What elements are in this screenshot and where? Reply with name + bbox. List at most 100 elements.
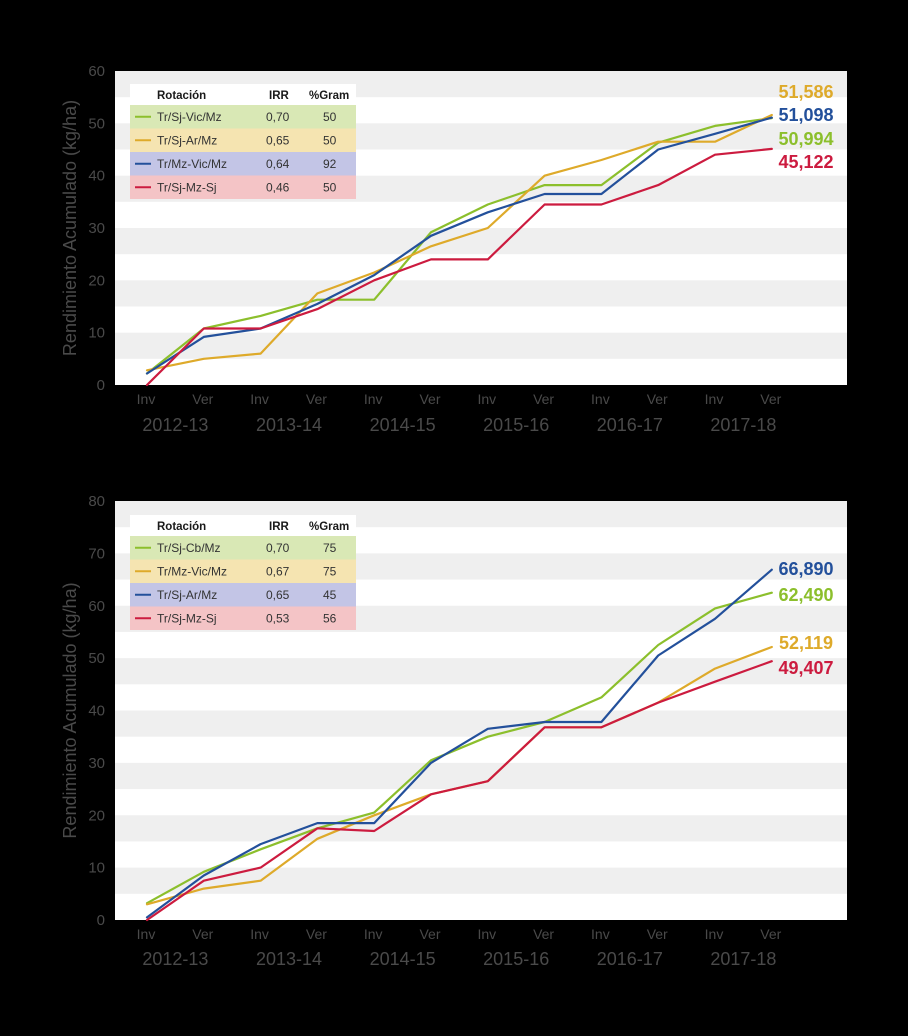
legend-gram-value: 75 — [323, 565, 337, 579]
x-tick-label: Ver — [306, 926, 327, 942]
legend-row-bg — [130, 105, 356, 129]
series-line-Tr-Sj-Cb-Mz — [145, 591, 773, 905]
x-tick-label: Ver — [760, 926, 781, 942]
legend-gram-value: 92 — [323, 157, 337, 171]
y-tick-label: 20 — [88, 807, 105, 824]
series-line-Tr-Mz-Vic-Mz — [145, 116, 773, 375]
legend-irr-value: 0,53 — [266, 612, 290, 626]
y-tick-label: 70 — [88, 545, 105, 562]
season-label: 2017-18 — [710, 415, 776, 435]
chart-bottom: 0 10 20 30 40 50 60 70 80 Rendimiento Acumulado (… — [60, 493, 847, 969]
legend: Rotación IRR %Gram Tr/Sj-Vic/Mz 0,70 50 Tr/Sj-… — [130, 84, 356, 199]
legend-header-row — [130, 515, 356, 536]
grid-band — [115, 332, 847, 359]
legend-gram-value: 50 — [323, 134, 337, 148]
grid-band — [115, 815, 847, 842]
legend-header-gram: %Gram — [309, 90, 349, 102]
legend-gram-value: 56 — [323, 612, 337, 626]
legend-rotation-name: Tr/Sj-Cb/Mz — [157, 541, 221, 555]
legend-header-rotacion: Rotación — [157, 521, 206, 533]
season-label: 2017-18 — [710, 949, 776, 969]
legend-header-irr: IRR — [269, 90, 290, 102]
x-tick-label: Inv — [705, 926, 724, 942]
y-tick-label: 40 — [88, 168, 105, 185]
legend-gram-value: 75 — [323, 541, 337, 555]
y-tick-label: 10 — [88, 325, 105, 342]
legend-row-bg — [130, 128, 356, 152]
end-value-label: 51,098 — [778, 105, 833, 125]
x-tick-label: Ver — [419, 391, 440, 407]
y-tick-label: 50 — [88, 115, 105, 132]
y-tick-label: 60 — [88, 598, 105, 615]
season-label: 2012-13 — [142, 949, 208, 969]
legend-irr-value: 0,46 — [266, 181, 290, 195]
legend-rotation-name: Tr/Sj-Vic/Mz — [157, 110, 222, 124]
legend-gram-value: 45 — [323, 588, 337, 602]
legend-rotation-name: Tr/Sj-Ar/Mz — [157, 588, 217, 602]
legend-rotation-name: Tr/Mz-Vic/Mz — [157, 565, 227, 579]
x-tick-label: Ver — [647, 926, 668, 942]
y-axis-title: Rendimiento Acumulado (kg/ha) — [60, 582, 80, 838]
legend-gram-value: 50 — [323, 181, 337, 195]
legend-row-bg — [130, 559, 356, 583]
series-line-Tr-Sj-Ar-Mz — [145, 113, 773, 372]
x-tick-label: Inv — [477, 926, 496, 942]
series-line-Tr-Sj-Vic-Mz — [145, 116, 773, 375]
x-tick-label: Inv — [137, 926, 156, 942]
x-tick-label: Ver — [533, 391, 554, 407]
grid-band — [115, 228, 847, 255]
legend-header-gram: %Gram — [309, 521, 349, 533]
season-label: 2016-17 — [597, 949, 663, 969]
legend-irr-value: 0,65 — [266, 134, 290, 148]
legend: Rotación IRR %Gram Tr/Sj-Cb/Mz 0,70 75 Tr/Mz-V… — [130, 515, 356, 630]
y-tick-label: 40 — [88, 703, 105, 720]
x-tick-label: Inv — [705, 391, 724, 407]
x-tick-label: Ver — [192, 926, 213, 942]
end-value-label: 45,122 — [778, 152, 833, 172]
series-line-Tr-Sj-Ar-Mz — [145, 568, 773, 919]
legend-row-bg — [130, 583, 356, 607]
chart-top: 0 10 20 30 40 50 60 Rendimiento Acumulado (kg/h… — [60, 63, 847, 435]
season-label: 2014-15 — [370, 415, 436, 435]
legend-header-irr: IRR — [269, 521, 290, 533]
x-tick-label: Ver — [760, 391, 781, 407]
season-label: 2015-16 — [483, 949, 549, 969]
legend-irr-value: 0,65 — [266, 588, 290, 602]
x-tick-label: Inv — [250, 391, 269, 407]
end-value-label: 51,586 — [778, 82, 833, 102]
x-tick-label: Inv — [364, 926, 383, 942]
x-tick-label: Ver — [419, 926, 440, 942]
legend-rotation-name: Tr/Sj-Mz-Sj — [157, 612, 217, 626]
legend-rotation-name: Tr/Sj-Mz-Sj — [157, 181, 217, 195]
season-label: 2013-14 — [256, 949, 322, 969]
y-axis-title: Rendimiento Acumulado (kg/ha) — [60, 100, 80, 356]
series-line-Tr-Sj-Mz-Sj — [145, 147, 773, 387]
end-value-label: 49,407 — [778, 658, 833, 678]
grid-band — [115, 280, 847, 307]
grid-band — [115, 658, 847, 685]
y-tick-label: 0 — [97, 377, 105, 394]
y-tick-label: 80 — [88, 493, 105, 510]
season-label: 2014-15 — [370, 949, 436, 969]
y-tick-label: 10 — [88, 860, 105, 877]
x-tick-label: Inv — [137, 391, 156, 407]
y-tick-label: 30 — [88, 755, 105, 772]
grid-band — [115, 762, 847, 790]
x-tick-label: Ver — [306, 391, 327, 407]
legend-header-rotacion: Rotación — [157, 90, 206, 102]
x-tick-label: Ver — [533, 926, 554, 942]
legend-header-row — [130, 84, 356, 105]
legend-rotation-name: Tr/Sj-Ar/Mz — [157, 134, 217, 148]
x-tick-label: Inv — [591, 926, 610, 942]
legend-gram-value: 50 — [323, 110, 337, 124]
x-tick-label: Ver — [192, 391, 213, 407]
y-tick-label: 60 — [88, 63, 105, 80]
legend-row-bg — [130, 175, 356, 199]
y-tick-label: 50 — [88, 650, 105, 667]
x-tick-label: Inv — [364, 391, 383, 407]
end-value-label: 50,994 — [778, 129, 833, 149]
y-tick-label: 30 — [88, 220, 105, 237]
x-tick-label: Inv — [250, 926, 269, 942]
season-label: 2015-16 — [483, 415, 549, 435]
legend-irr-value: 0,64 — [266, 157, 290, 171]
